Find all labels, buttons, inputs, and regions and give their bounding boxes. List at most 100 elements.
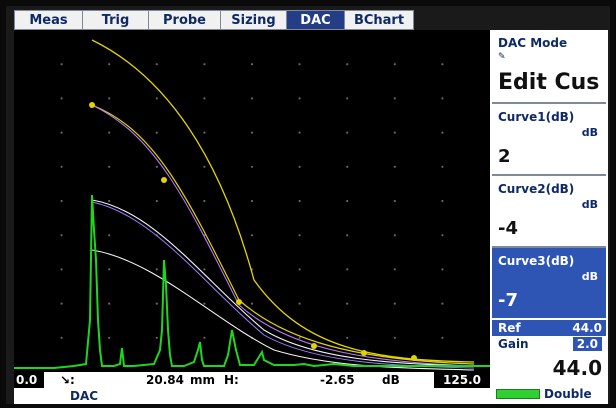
footer-status: Double (492, 386, 606, 402)
range-start: 0.0 (14, 372, 44, 388)
grid-dot (60, 234, 63, 237)
curve1-label: Curve1(dB) (498, 110, 575, 124)
grid-dot (108, 97, 111, 100)
grid-dot (250, 97, 254, 100)
grid-dot (441, 165, 444, 168)
dac-curve-purple-lower (91, 201, 475, 369)
tab-bar: Meas Trig Probe Sizing DAC BChart (14, 10, 484, 30)
grid-dot (155, 131, 158, 134)
grid-dot (203, 165, 206, 168)
distance-unit: mm (190, 373, 216, 387)
ref-label: Ref (498, 321, 521, 335)
dac-point-6[interactable] (411, 355, 417, 361)
grid-dot (441, 97, 444, 100)
grid-dot (60, 165, 63, 168)
grid-dot (155, 199, 158, 203)
grid-dot (298, 131, 301, 134)
grid-dot (441, 302, 444, 305)
battery-icon (496, 389, 540, 399)
dac-point-3[interactable] (236, 299, 242, 305)
curve3-unit: dB (581, 270, 598, 283)
grid-dot (108, 234, 111, 237)
grid-dot (203, 63, 206, 66)
dac-curve-white-lower (91, 249, 475, 371)
grid-dot (393, 302, 396, 305)
grid-dot (155, 165, 158, 168)
tab-probe[interactable]: Probe (148, 10, 220, 30)
grid-dot (441, 63, 444, 66)
grid-dot (108, 165, 111, 168)
grid-dot (108, 268, 111, 271)
curve2-value: -4 (498, 218, 518, 239)
curve2-unit: dB (581, 198, 598, 211)
dac-point-5[interactable] (361, 350, 367, 356)
grid-dot (346, 165, 349, 168)
grid-dot (60, 302, 63, 305)
grid-dot (250, 302, 254, 305)
grid-dot (346, 199, 349, 203)
grid-dot (346, 234, 349, 237)
grid-dot (203, 336, 206, 339)
dac-mode-box[interactable]: DAC Mode ✎ Edit Cus (492, 30, 606, 102)
ascan-plot[interactable] (14, 30, 490, 372)
tab-meas[interactable]: Meas (14, 10, 82, 30)
grid-dot (393, 165, 396, 168)
grid-dot (346, 268, 349, 271)
grid-dot (60, 131, 63, 134)
ascan-svg (14, 39, 490, 371)
grid-dot (250, 131, 254, 134)
grid-dot (203, 302, 206, 305)
curve1-value: 2 (498, 146, 511, 167)
grid-dot (441, 234, 444, 237)
curve3-value: -7 (498, 290, 518, 311)
grid-dot (441, 268, 444, 271)
grid-dot (155, 336, 158, 339)
dac-point-4[interactable] (311, 343, 317, 349)
grid-dot (60, 97, 63, 100)
distance-label: ↘: (60, 373, 75, 387)
curve3-box[interactable]: Curve3(dB) dB -7 (492, 248, 606, 318)
grid-dot (108, 302, 111, 305)
grid-dot (60, 199, 63, 203)
side-panel: DAC Mode ✎ Edit Cus Curve1(dB) dB 2 Curv… (490, 30, 608, 404)
grid-dot (441, 131, 444, 134)
height-value: -2.65 (320, 373, 355, 387)
curve2-box[interactable]: Curve2(dB) dB -4 (492, 176, 606, 246)
divider (492, 102, 606, 104)
curve3-label: Curve3(dB) (498, 254, 575, 268)
height-label: H: (224, 373, 239, 387)
grid-dots (60, 63, 444, 339)
grid-dot (393, 268, 396, 271)
grid-dot (298, 97, 301, 100)
dac-curve-main (91, 104, 475, 365)
grid-dot (250, 165, 254, 168)
grid-dot (298, 268, 301, 271)
tab-bchart[interactable]: BChart (344, 10, 414, 30)
grid-dot (346, 63, 349, 66)
tab-dac[interactable]: DAC (286, 10, 344, 30)
dac-point-1[interactable] (89, 102, 95, 108)
dac-point-2[interactable] (161, 177, 167, 183)
mode-line: DAC (14, 388, 490, 404)
grid-dot (108, 199, 111, 203)
ref-gain-box[interactable]: Ref 44.0 Gain 2.0 (492, 320, 606, 352)
grid-dot (346, 131, 349, 134)
grid-dot (203, 268, 206, 271)
grid-dot (108, 131, 111, 134)
grid-dot (441, 336, 444, 339)
grid-dot (155, 268, 158, 271)
grid-dot (346, 336, 349, 339)
divider (492, 174, 606, 176)
curve1-box[interactable]: Curve1(dB) dB 2 (492, 104, 606, 174)
curve1-unit: dB (581, 126, 598, 139)
grid-dot (393, 131, 396, 134)
dac-curve-outer (91, 39, 475, 363)
grid-dot (203, 97, 206, 100)
divider (492, 246, 606, 248)
tab-trig[interactable]: Trig (82, 10, 148, 30)
grid-dot (250, 234, 254, 237)
tab-sizing[interactable]: Sizing (220, 10, 286, 30)
ref-row: Ref 44.0 (492, 320, 606, 336)
dac-mode-title: DAC Mode (498, 36, 568, 50)
ref-value: 44.0 (572, 321, 602, 335)
